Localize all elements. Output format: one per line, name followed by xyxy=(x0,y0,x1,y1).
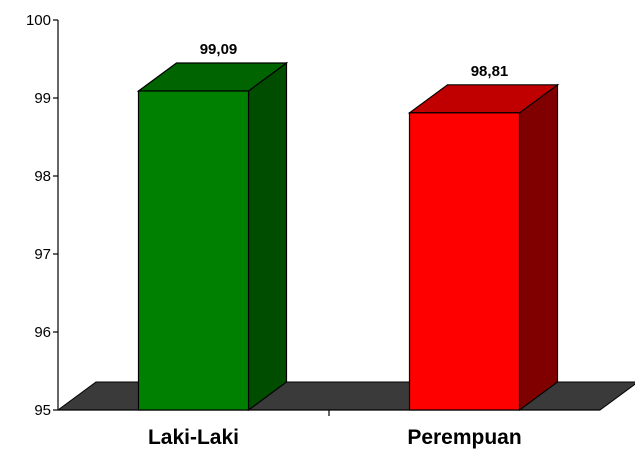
x-category-label: Perempuan xyxy=(407,426,521,449)
y-tick-label: 95 xyxy=(34,402,51,419)
y-tick-label: 100 xyxy=(26,12,51,29)
bar-laki-laki xyxy=(136,61,289,412)
y-tick-label: 96 xyxy=(34,324,51,341)
data-label: 99,09 xyxy=(200,41,238,58)
y-tick-label: 99 xyxy=(34,90,51,107)
bar-front-face xyxy=(408,112,521,411)
bar-side-face xyxy=(518,83,559,412)
data-label: 98,81 xyxy=(471,63,509,80)
y-tick-label: 97 xyxy=(34,246,51,263)
bar-perempuan xyxy=(407,83,560,412)
bar-front-face xyxy=(137,90,250,411)
y-tick-label: 98 xyxy=(34,168,51,185)
x-category-label: Laki-Laki xyxy=(148,426,239,449)
bar-side-face xyxy=(247,61,288,412)
